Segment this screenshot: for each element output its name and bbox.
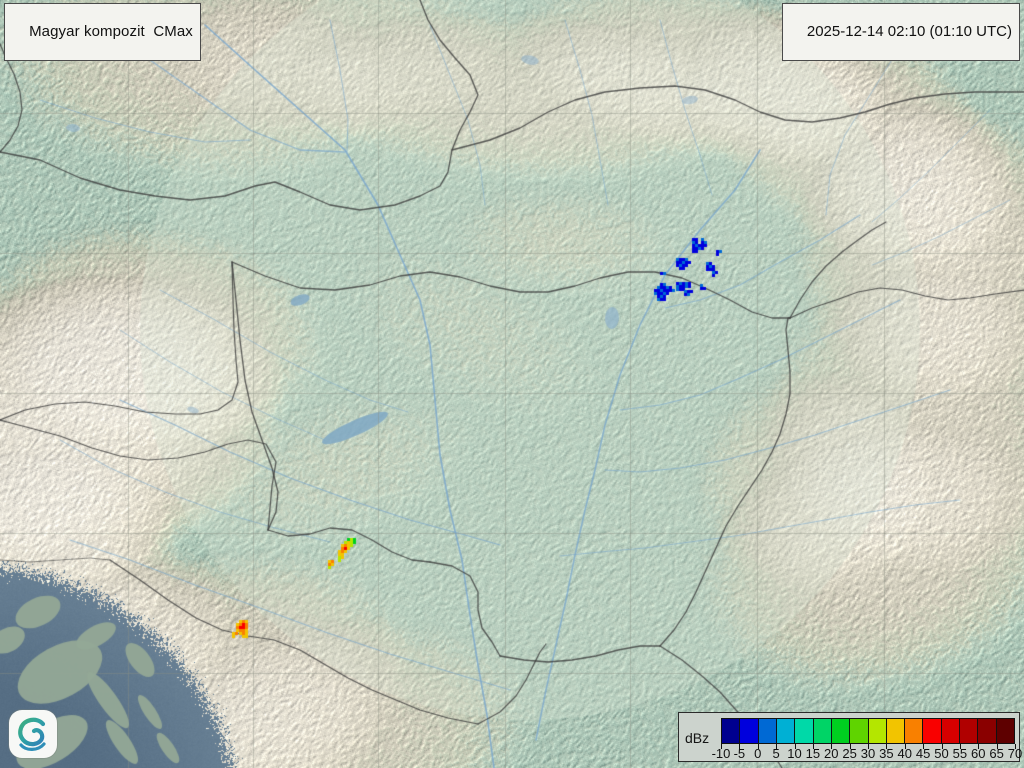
dbz-swatch-12: [941, 719, 961, 743]
dbz-tick-label-8: 30: [860, 746, 876, 761]
dbz-tick-5: [812, 744, 814, 749]
dbz-tick-label-11: 45: [915, 746, 931, 761]
dbz-swatch-4: [795, 719, 814, 743]
dbz-swatch-1: [740, 719, 759, 743]
dbz-tick-label-6: 20: [824, 746, 839, 761]
dbz-tick-16: [1015, 744, 1016, 749]
dbz-tick-4: [794, 744, 796, 749]
dbz-tick-label-10: 40: [897, 746, 912, 761]
dbz-tick-7: [849, 744, 851, 749]
dbz-swatch-7: [850, 719, 869, 743]
dbz-tick-label-2: 0: [754, 746, 762, 761]
product-title-box: Magyar kompozit CMax: [4, 3, 201, 61]
dbz-swatch-13: [960, 719, 979, 743]
dbz-swatch-14: [978, 719, 997, 743]
dbz-tick-label-0: -10: [711, 746, 731, 761]
dbz-tick-6: [831, 744, 833, 749]
dbz-tick-label-9: 35: [879, 746, 894, 761]
dbz-tick-label-5: 15: [805, 746, 821, 761]
dbz-tick-label-1: -5: [733, 746, 746, 761]
timestamp-box: 2025-12-14 02:10 (01:10 UTC): [782, 3, 1020, 61]
dbz-swatch-6: [831, 719, 851, 743]
dbz-tick-14: [978, 744, 980, 749]
dbz-swatch-2: [758, 719, 777, 743]
dbz-swatch-3: [776, 719, 796, 743]
dbz-tick-10: [904, 744, 906, 749]
product-title: Magyar kompozit CMax: [29, 23, 193, 40]
dbz-tick-11: [923, 744, 925, 749]
dbz-swatch-10: [905, 719, 924, 743]
dbz-tick-9: [886, 744, 888, 749]
spiral-icon: [18, 717, 46, 751]
dbz-swatch-8: [868, 719, 887, 743]
dbz-tick-15: [996, 744, 998, 749]
dbz-tick-12: [941, 744, 943, 749]
dbz-tick-label-14: 60: [971, 746, 986, 761]
dbz-tick-3: [776, 744, 778, 749]
dbz-tick-label-7: 25: [842, 746, 857, 761]
dbz-swatch-5: [813, 719, 832, 743]
dbz-swatch-11: [923, 719, 942, 743]
dbz-color-scale-panel: dBz -10 -5 0 5 10 15 20 25 30 35 40 45 50 55 60 65 70: [678, 712, 1022, 762]
met-service-logo[interactable]: [9, 710, 57, 758]
dbz-tick-label-4: 10: [787, 746, 802, 761]
dbz-color-bar: [721, 718, 1015, 744]
dbz-tick-0: [721, 744, 722, 749]
dbz-unit-label: dBz: [685, 730, 710, 746]
dbz-tick-label-13: 55: [952, 746, 968, 761]
dbz-swatch-15: [996, 719, 1014, 743]
dbz-tick-1: [739, 744, 741, 749]
dbz-tick-8: [868, 744, 869, 749]
dbz-tick-axis: -10 -5 0 5 10 15 20 25 30 35 40 45 50 55 60 65 70: [712, 744, 1022, 761]
dbz-swatch-0: [722, 719, 741, 743]
dbz-tick-13: [959, 744, 961, 749]
dbz-tick-label-16: 70: [1007, 746, 1023, 761]
dbz-tick-label-12: 50: [934, 746, 949, 761]
timestamp-text: 2025-12-14 02:10 (01:10 UTC): [806, 23, 1012, 40]
dbz-tick-2: [757, 744, 759, 749]
dbz-swatch-9: [886, 719, 906, 743]
dbz-tick-label-15: 65: [989, 746, 1004, 761]
dbz-tick-label-3: 5: [772, 746, 780, 761]
